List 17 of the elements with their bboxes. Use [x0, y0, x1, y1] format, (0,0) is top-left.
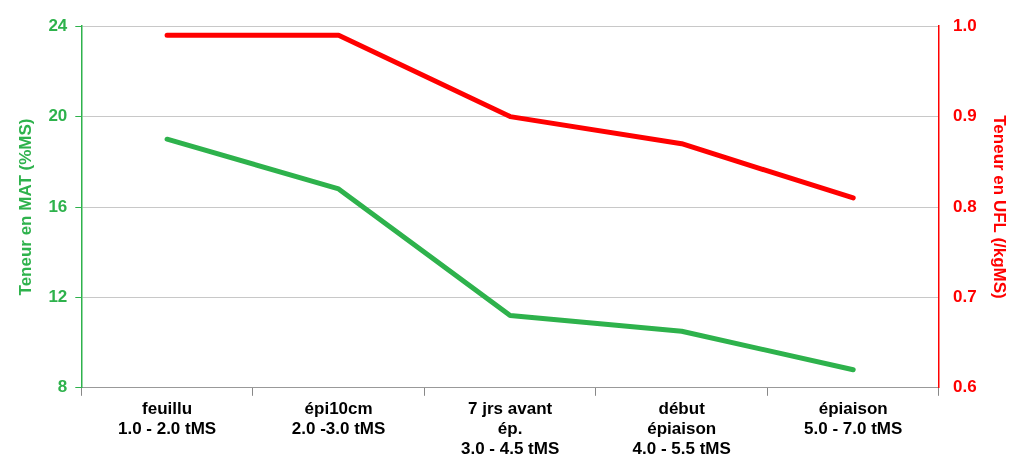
y-axis-title: Teneur en MAT (%MS): [15, 118, 35, 296]
y-tick-label: 12: [48, 287, 68, 307]
y-tick-label: 8: [57, 377, 68, 397]
y2-tick-label: 0.8: [952, 196, 977, 216]
y2-tick-label: 0.6: [952, 377, 977, 397]
x-tick-label: début épiaison 4.0 - 5.5 tMS: [632, 398, 731, 459]
x-tick-label: épi10cm 2.0 -3.0 tMS: [291, 398, 386, 439]
x-tick-label: feuillu 1.0 - 2.0 tMS: [117, 398, 217, 439]
y-tick-label: 20: [48, 106, 68, 126]
y2-tick-label: 0.7: [952, 287, 977, 307]
x-tick-label: épiaison 5.0 - 7.0 tMS: [804, 398, 903, 439]
x-tick-label: 7 jrs avant ép. 3.0 - 4.5 tMS: [461, 398, 560, 459]
y2-axis-title: Teneur en UFL (/kgMS): [990, 115, 1010, 299]
y2-tick-label: 1.0: [952, 15, 977, 35]
y-tick-label: 24: [48, 15, 68, 35]
y2-tick-label: 0.9: [952, 106, 977, 126]
y-tick-label: 16: [48, 196, 68, 216]
